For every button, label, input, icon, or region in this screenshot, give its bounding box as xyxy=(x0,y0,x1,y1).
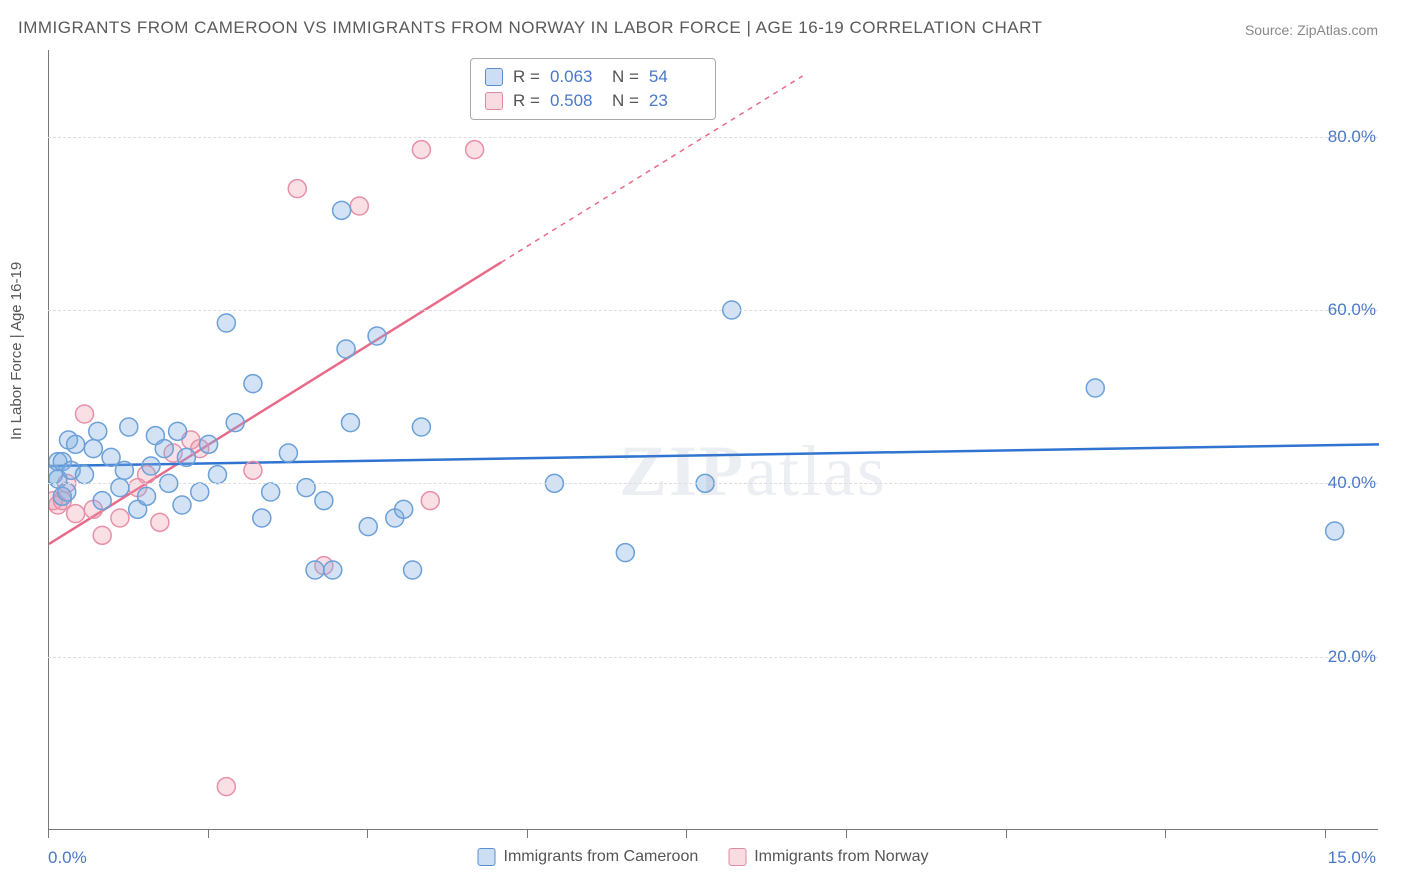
gridline-h xyxy=(48,483,1378,484)
x-tick xyxy=(1006,830,1007,838)
data-point xyxy=(288,180,306,198)
source-attribution: Source: ZipAtlas.com xyxy=(1245,22,1378,38)
data-point xyxy=(368,327,386,345)
correlation-row-cameroon: R = 0.063 N = 54 xyxy=(485,65,701,89)
data-point xyxy=(177,448,195,466)
data-point xyxy=(404,561,422,579)
legend-swatch-blue xyxy=(478,848,496,866)
bottom-legend: Immigrants from Cameroon Immigrants from… xyxy=(478,848,929,866)
data-point xyxy=(58,483,76,501)
n-value-cameroon: 54 xyxy=(649,67,701,87)
data-point xyxy=(200,435,218,453)
data-point xyxy=(115,461,133,479)
x-tick xyxy=(527,830,528,838)
data-point xyxy=(169,422,187,440)
x-tick xyxy=(208,830,209,838)
data-point xyxy=(75,466,93,484)
x-tick xyxy=(846,830,847,838)
scatter-svg xyxy=(49,50,1379,830)
n-label: N = xyxy=(612,67,639,87)
data-point xyxy=(350,197,368,215)
data-point xyxy=(89,422,107,440)
data-point xyxy=(395,500,413,518)
data-point xyxy=(421,492,439,510)
data-point xyxy=(412,418,430,436)
gridline-h xyxy=(48,657,1378,658)
data-point xyxy=(191,483,209,501)
data-point xyxy=(138,487,156,505)
x-tick xyxy=(48,830,49,838)
data-point xyxy=(306,561,324,579)
n-label: N = xyxy=(612,91,639,111)
data-point xyxy=(111,479,129,497)
data-point xyxy=(1086,379,1104,397)
data-point xyxy=(67,435,85,453)
r-label: R = xyxy=(513,91,540,111)
y-tick-label: 40.0% xyxy=(1328,473,1376,493)
corr-swatch-pink xyxy=(485,92,503,110)
data-point xyxy=(297,479,315,497)
data-point xyxy=(466,141,484,159)
data-point xyxy=(120,418,138,436)
correlation-legend: R = 0.063 N = 54 R = 0.508 N = 23 xyxy=(470,58,716,120)
x-tick xyxy=(367,830,368,838)
data-point xyxy=(142,457,160,475)
data-point xyxy=(412,141,430,159)
r-value-cameroon: 0.063 xyxy=(550,67,602,87)
x-tick xyxy=(1165,830,1166,838)
data-point xyxy=(324,561,342,579)
x-tick xyxy=(1325,830,1326,838)
data-point xyxy=(359,518,377,536)
correlation-row-norway: R = 0.508 N = 23 xyxy=(485,89,701,113)
data-point xyxy=(333,201,351,219)
plot-area: ZIPatlas xyxy=(48,50,1378,830)
gridline-h xyxy=(48,310,1378,311)
data-point xyxy=(262,483,280,501)
x-axis-max-label: 15.0% xyxy=(1328,848,1376,868)
x-axis-min-label: 0.0% xyxy=(48,848,87,868)
data-point xyxy=(244,375,262,393)
data-point xyxy=(208,466,226,484)
y-tick-label: 80.0% xyxy=(1328,127,1376,147)
chart-title: IMMIGRANTS FROM CAMEROON VS IMMIGRANTS F… xyxy=(18,18,1043,38)
data-point xyxy=(84,440,102,458)
data-point xyxy=(155,440,173,458)
y-tick-label: 20.0% xyxy=(1328,647,1376,667)
data-point xyxy=(217,314,235,332)
x-tick xyxy=(686,830,687,838)
legend-item-cameroon: Immigrants from Cameroon xyxy=(478,848,699,866)
legend-label-norway: Immigrants from Norway xyxy=(754,848,928,866)
legend-swatch-pink xyxy=(728,848,746,866)
r-value-norway: 0.508 xyxy=(550,91,602,111)
y-tick-label: 60.0% xyxy=(1328,300,1376,320)
r-label: R = xyxy=(513,67,540,87)
legend-item-norway: Immigrants from Norway xyxy=(728,848,928,866)
legend-label-cameroon: Immigrants from Cameroon xyxy=(504,848,699,866)
data-point xyxy=(75,405,93,423)
data-point xyxy=(253,509,271,527)
data-point xyxy=(93,492,111,510)
gridline-h xyxy=(48,137,1378,138)
data-point xyxy=(341,414,359,432)
corr-swatch-blue xyxy=(485,68,503,86)
data-point xyxy=(151,513,169,531)
data-point xyxy=(244,461,262,479)
data-point xyxy=(226,414,244,432)
y-axis-label: In Labor Force | Age 16-19 xyxy=(8,262,25,440)
data-point xyxy=(337,340,355,358)
data-point xyxy=(93,526,111,544)
data-point xyxy=(111,509,129,527)
data-point xyxy=(173,496,191,514)
data-point xyxy=(1326,522,1344,540)
data-point xyxy=(279,444,297,462)
data-point xyxy=(67,505,85,523)
n-value-norway: 23 xyxy=(649,91,701,111)
data-point xyxy=(315,492,333,510)
data-point xyxy=(616,544,634,562)
data-point xyxy=(217,778,235,796)
